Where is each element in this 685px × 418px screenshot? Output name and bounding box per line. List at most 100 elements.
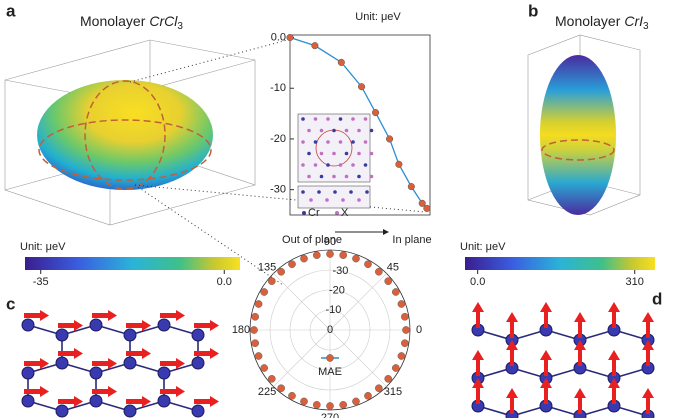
spin-arrow bbox=[160, 389, 176, 394]
atom bbox=[357, 151, 361, 156]
atom bbox=[344, 174, 349, 179]
colorbar-label: Unit: μeV bbox=[20, 241, 66, 253]
atom bbox=[319, 151, 324, 156]
unit-label: Unit: μeV bbox=[355, 11, 401, 23]
connector bbox=[134, 184, 284, 286]
atom bbox=[191, 328, 205, 342]
spin-arrow-head bbox=[642, 388, 654, 398]
spin-arrow bbox=[612, 310, 616, 328]
data-point bbox=[423, 204, 431, 212]
atom bbox=[319, 128, 324, 133]
data-point bbox=[254, 300, 263, 308]
data-point bbox=[312, 251, 321, 260]
spin-arrow-head bbox=[108, 310, 117, 321]
title-prefix: Monolayer bbox=[555, 13, 621, 29]
spin-arrow-head bbox=[74, 396, 83, 407]
atom bbox=[325, 198, 329, 202]
data-point bbox=[375, 267, 383, 276]
atom bbox=[338, 163, 343, 167]
title-sub: 3 bbox=[177, 21, 183, 32]
spin-arrow-head bbox=[142, 320, 151, 331]
colorbar bbox=[465, 257, 655, 270]
colorbar-tick-label: 0.0 bbox=[217, 276, 232, 288]
atom bbox=[351, 140, 355, 144]
polar-ring bbox=[289, 289, 371, 371]
spin-arrow bbox=[510, 396, 514, 414]
spin-arrow bbox=[126, 351, 142, 356]
spin-arrow bbox=[544, 386, 548, 404]
atom bbox=[191, 356, 205, 370]
data-point bbox=[254, 352, 263, 360]
connector bbox=[134, 184, 426, 213]
spin-arrow-head bbox=[540, 302, 552, 312]
data-point bbox=[375, 384, 383, 393]
data-point bbox=[352, 397, 360, 406]
data-point bbox=[260, 364, 269, 372]
spin-arrow bbox=[24, 313, 40, 318]
data-point bbox=[352, 254, 360, 263]
atom bbox=[369, 128, 374, 133]
data-point bbox=[337, 58, 345, 66]
atom bbox=[365, 190, 369, 194]
atom bbox=[349, 190, 353, 194]
spin-arrow bbox=[578, 348, 582, 366]
spin-arrow bbox=[646, 348, 650, 366]
atom bbox=[357, 174, 361, 179]
spin-arrow-head bbox=[176, 310, 185, 321]
spin-arrow bbox=[476, 310, 480, 328]
data-point bbox=[364, 391, 372, 400]
atom bbox=[157, 394, 171, 408]
spin-arrow-head bbox=[472, 378, 484, 388]
spin-arrow-head bbox=[142, 348, 151, 359]
data-point bbox=[300, 254, 308, 263]
r-tick-label: -20 bbox=[329, 285, 345, 297]
data-point bbox=[386, 135, 394, 143]
connector bbox=[129, 37, 296, 83]
atom bbox=[157, 318, 171, 332]
polar-ring bbox=[269, 269, 391, 391]
spin-arrow-head bbox=[472, 350, 484, 360]
plot-frame bbox=[289, 34, 431, 216]
atom bbox=[369, 174, 374, 179]
data-point bbox=[311, 42, 319, 50]
r-tick-label: -10 bbox=[326, 304, 342, 316]
atom bbox=[332, 128, 336, 133]
spin-arrow bbox=[24, 389, 40, 394]
spin-arrow bbox=[126, 323, 142, 328]
spin-arrow-head bbox=[142, 396, 151, 407]
data-point bbox=[326, 402, 334, 410]
atom bbox=[363, 117, 368, 121]
atom bbox=[21, 318, 35, 332]
spin-arrow-head bbox=[540, 350, 552, 360]
colorbar bbox=[25, 257, 240, 270]
atom bbox=[123, 404, 137, 418]
spin-arrow bbox=[194, 351, 210, 356]
data-point bbox=[288, 260, 296, 269]
spin-arrow-head bbox=[608, 302, 620, 312]
energy-surface bbox=[37, 80, 213, 190]
spin-arrow bbox=[58, 351, 74, 356]
atom bbox=[326, 140, 330, 144]
panel-label: d bbox=[652, 289, 662, 308]
spin-arrow-head bbox=[472, 302, 484, 312]
colorbar-tick-label: -35 bbox=[33, 276, 49, 288]
arrow-head bbox=[383, 229, 389, 235]
data-point bbox=[400, 339, 409, 348]
atom bbox=[55, 328, 69, 342]
spin-arrow bbox=[160, 361, 176, 366]
data-point bbox=[397, 352, 406, 360]
spin-arrow bbox=[24, 361, 40, 366]
spin-arrow bbox=[510, 320, 514, 338]
panel-title: Monolayer CrCl3 bbox=[80, 13, 183, 32]
atom bbox=[307, 128, 311, 133]
atom bbox=[357, 128, 361, 133]
atom bbox=[313, 163, 318, 167]
atom bbox=[351, 163, 355, 167]
spin-arrow bbox=[578, 396, 582, 414]
colorbar-label: Unit: μeV bbox=[460, 241, 506, 253]
data-point bbox=[418, 199, 426, 207]
atom bbox=[363, 163, 368, 167]
atom bbox=[89, 394, 103, 408]
spin-arrow-head bbox=[506, 312, 518, 322]
atom bbox=[55, 356, 69, 370]
